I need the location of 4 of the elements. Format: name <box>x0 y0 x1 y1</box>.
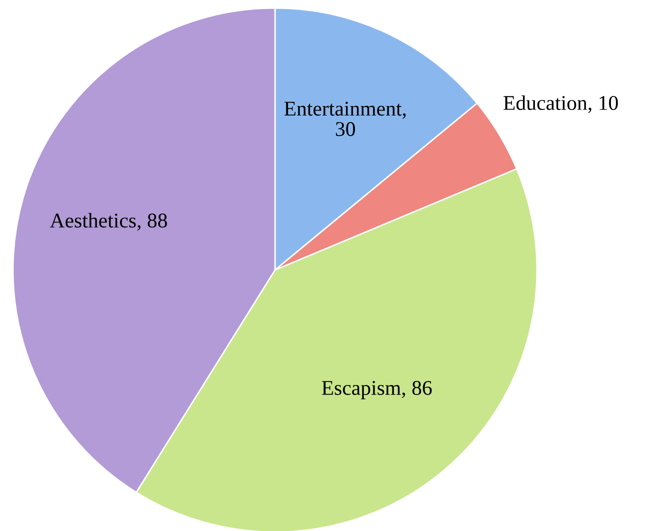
slice-label: Entertainment, 30 <box>284 102 406 136</box>
slice-label: Escapism, 86 <box>322 380 432 400</box>
slice-label: Aesthetics, 88 <box>50 212 167 231</box>
slice-label: Education, 10 <box>504 95 618 114</box>
